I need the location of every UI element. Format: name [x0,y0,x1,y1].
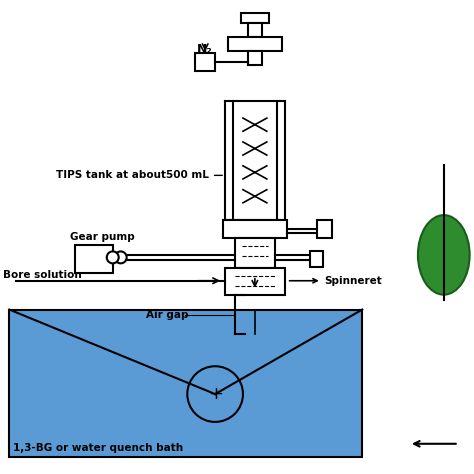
Bar [248,51,262,65]
Bar [223,220,287,238]
Bar [317,220,332,238]
Circle shape [107,251,118,264]
Ellipse shape [418,215,470,295]
Bar [225,268,285,295]
Text: 1,3-BG or water quench bath: 1,3-BG or water quench bath [13,443,183,453]
Text: Bore solution: Bore solution [3,270,82,280]
Text: TIPS tank at about500 mL: TIPS tank at about500 mL [56,170,222,181]
Bar [228,37,282,51]
Bar [75,245,113,273]
Bar [310,251,323,267]
Text: Gear pump: Gear pump [70,232,135,242]
Bar [195,53,215,71]
Text: +: + [208,385,223,403]
Text: Air gap: Air gap [146,310,188,319]
Circle shape [115,251,127,264]
Bar [248,23,262,37]
Bar [9,310,362,457]
Text: Spinneret: Spinneret [290,276,382,286]
Text: N₂: N₂ [197,43,213,56]
Bar [235,238,275,268]
Bar [233,101,277,220]
Bar [241,13,269,23]
